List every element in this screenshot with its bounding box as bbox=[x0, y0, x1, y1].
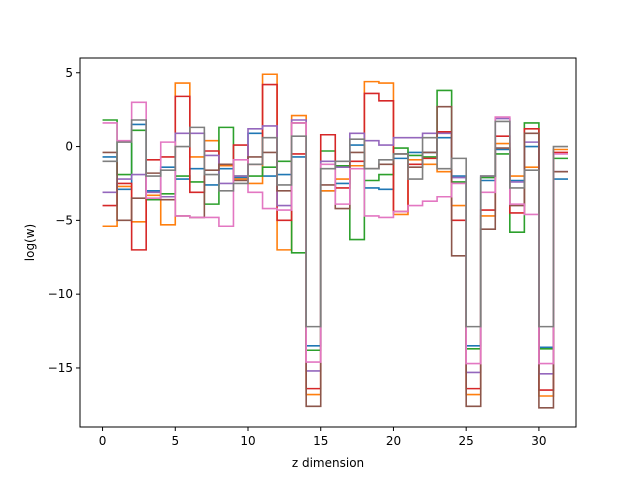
series-layer bbox=[102, 73, 568, 409]
y-tick-label: −15 bbox=[48, 361, 73, 375]
x-tick-label: 10 bbox=[240, 434, 255, 448]
x-tick-label: 5 bbox=[171, 434, 179, 448]
x-axis: 0 5 10 15 20 25 30 bbox=[99, 427, 547, 448]
x-tick-label: 25 bbox=[459, 434, 474, 448]
y-axis: −15 −10 −5 0 5 bbox=[48, 66, 80, 375]
x-tick-label: 15 bbox=[313, 434, 328, 448]
plot-frame bbox=[79, 57, 577, 428]
x-tick-label: 30 bbox=[531, 434, 546, 448]
y-tick-label: −10 bbox=[48, 287, 73, 301]
x-tick-label: 20 bbox=[386, 434, 401, 448]
series-line-8 bbox=[102, 119, 568, 328]
y-tick-label: −5 bbox=[55, 213, 73, 227]
series-line-7 bbox=[102, 101, 568, 365]
y-tick-label: 5 bbox=[65, 66, 73, 80]
y-axis-label: log(w) bbox=[23, 224, 37, 261]
x-axis-label: z dimension bbox=[292, 456, 364, 470]
x-tick-label: 0 bbox=[99, 434, 107, 448]
y-tick-label: 0 bbox=[65, 140, 73, 154]
